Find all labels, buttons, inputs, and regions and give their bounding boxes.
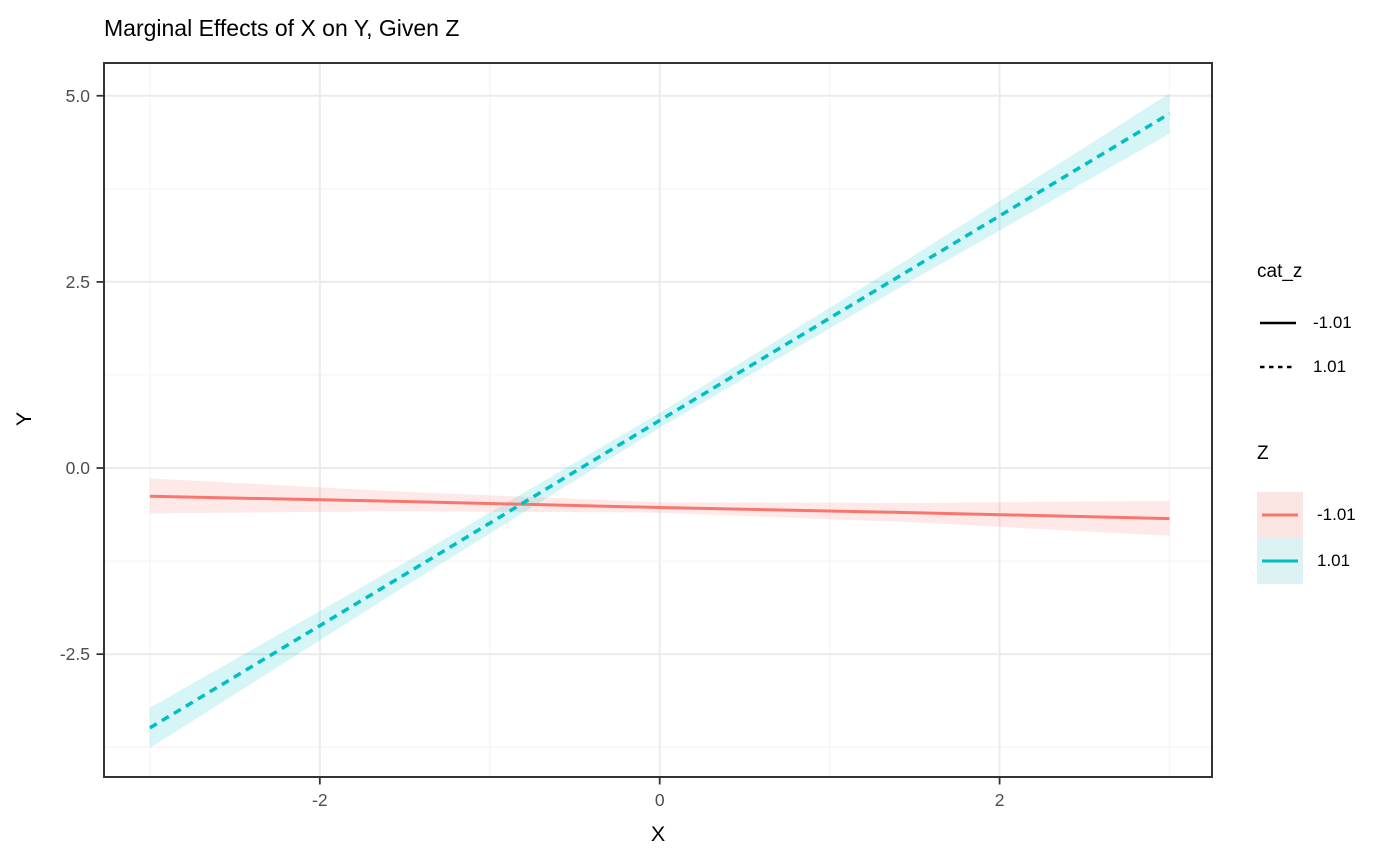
panel-border xyxy=(103,62,1213,778)
red-ribbon-key-icon xyxy=(1257,492,1303,538)
y-tick-label: 0.0 xyxy=(65,458,90,479)
x-tick-label: -2 xyxy=(312,790,328,810)
chart-title: Marginal Effects of X on Y, Given Z xyxy=(104,15,460,41)
legend-entry: -1.01 xyxy=(1257,301,1352,345)
legend-entry-label: 1.01 xyxy=(1317,551,1351,570)
x-tick-label: 0 xyxy=(654,790,665,810)
legend-entry: -1.01 xyxy=(1257,492,1356,538)
legend-color-z: Z -1.01 1.01 xyxy=(1257,442,1356,584)
y-axis-title: Y xyxy=(11,411,36,427)
minor-gridlines xyxy=(104,63,1212,777)
x-tick-label: 2 xyxy=(994,790,1005,810)
legend-entry: 1.01 xyxy=(1257,538,1356,584)
solid-line-key-icon xyxy=(1257,311,1299,335)
y-tick-label: 5.0 xyxy=(65,85,90,106)
legend-entry: 1.01 xyxy=(1257,345,1352,389)
regression-line--1.01 xyxy=(149,494,1170,521)
ribbon-key-line xyxy=(1262,559,1298,563)
legend-title: Z xyxy=(1257,443,1269,464)
regression-line-1.01 xyxy=(148,112,1171,730)
y-tick-label: 2.5 xyxy=(65,271,90,292)
dashed-line-key-icon xyxy=(1257,355,1299,379)
axis-tick-marks xyxy=(96,94,1001,785)
x-axis-title: X xyxy=(650,822,666,846)
legend-entry-label: -1.01 xyxy=(1317,505,1356,524)
ribbon-key-line xyxy=(1262,513,1298,517)
dashed-key-line xyxy=(1260,365,1296,369)
legend-entry-label: 1.01 xyxy=(1313,357,1347,376)
y-tick-label: -2.5 xyxy=(59,644,90,665)
legend-entry-label: -1.01 xyxy=(1313,313,1352,332)
solid-key-line xyxy=(1260,321,1296,325)
cyan-ribbon-key-icon xyxy=(1257,538,1303,584)
legend-title: cat_z xyxy=(1257,261,1303,282)
legend-linetype-cat_z: cat_z -1.01 1.01 xyxy=(1257,260,1352,389)
